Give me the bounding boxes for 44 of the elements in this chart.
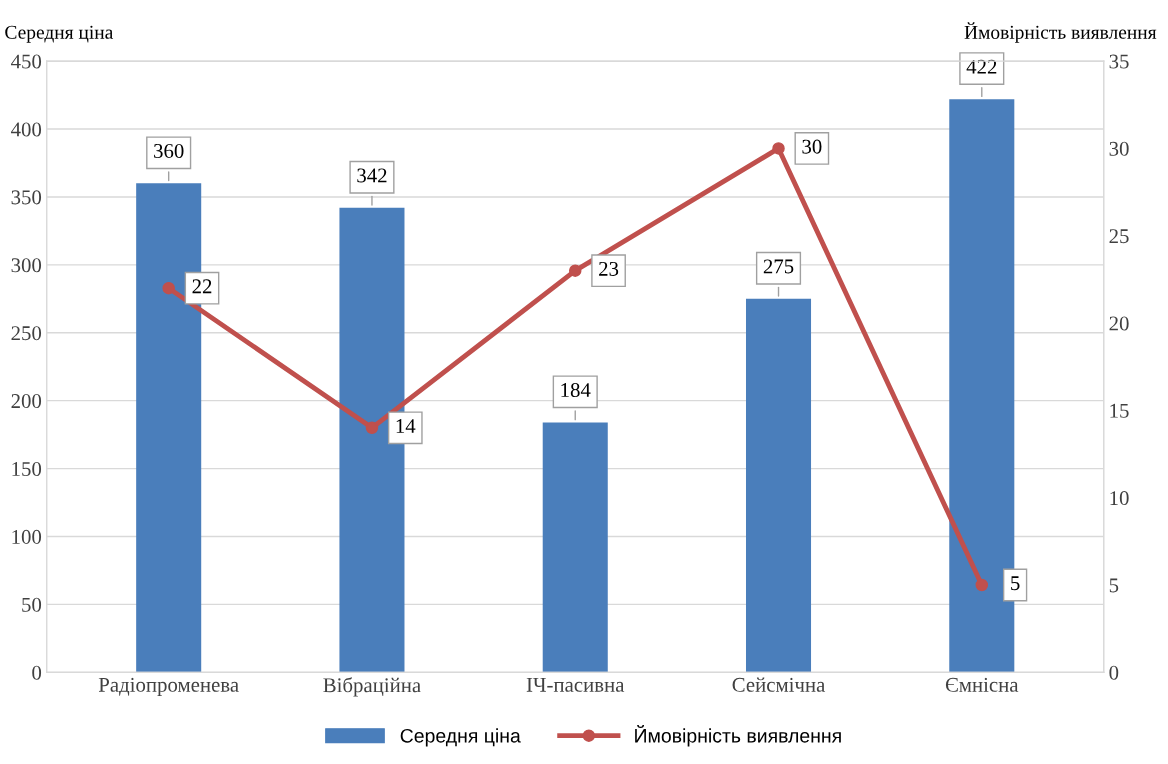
- data-label: 342: [357, 168, 387, 183]
- legend-label: Ймовірність виявлення: [635, 724, 841, 747]
- y2-tick-label: 35: [1109, 54, 1129, 69]
- data-label: 23: [599, 261, 619, 276]
- point: [568, 264, 582, 277]
- y-tick-label: 200: [11, 394, 42, 409]
- y-tick-label: 300: [11, 258, 42, 273]
- y2-tick-label: 25: [1109, 229, 1129, 244]
- y2-tick-label: 5: [1109, 578, 1119, 593]
- y2-axis-title: Ймовірність виявлення: [964, 22, 1157, 43]
- y-tick-label: 150: [12, 461, 42, 477]
- point: [365, 421, 379, 435]
- x-tick-label: Сейсмічна: [732, 677, 826, 692]
- y-axis-title: Середня ціна: [5, 25, 114, 43]
- bar: [542, 422, 608, 673]
- x-tick-label: Вібраційна: [323, 677, 421, 697]
- y-tick-label: 50: [22, 597, 42, 612]
- point: [162, 281, 175, 295]
- point: [772, 142, 785, 155]
- y2-tick-label: 15: [1110, 403, 1129, 418]
- data-label: 275: [763, 259, 794, 274]
- y-tick-label: 0: [32, 665, 42, 680]
- data-label: 422: [966, 59, 997, 74]
- x-tick-label: ІЧ-пасивна: [526, 677, 625, 692]
- data-label: 360: [154, 143, 184, 159]
- data-label: 14: [396, 419, 416, 433]
- y-tick-label: 450: [11, 54, 42, 69]
- x-tick-label: Радіопроменева: [98, 677, 239, 697]
- bar: [745, 298, 812, 673]
- y-tick-label: 250: [11, 326, 42, 341]
- point: [975, 578, 989, 592]
- data-label: 5: [1011, 576, 1020, 591]
- x-tick-label: Ємнісна: [945, 677, 1019, 692]
- legend-label: Середня ціна: [400, 728, 521, 747]
- y-tick-label: 350: [11, 190, 42, 205]
- y2-tick-label: 30: [1109, 141, 1129, 156]
- y2-tick-label: 20: [1109, 316, 1129, 331]
- data-label: 22: [192, 279, 212, 294]
- y2-tick-label: 0: [1109, 665, 1119, 680]
- y-tick-label: 100: [12, 529, 42, 544]
- data-label: 184: [561, 383, 591, 398]
- data-label: 30: [802, 139, 822, 154]
- y2-tick-label: 10: [1110, 491, 1129, 506]
- y-tick-label: 400: [11, 122, 42, 137]
